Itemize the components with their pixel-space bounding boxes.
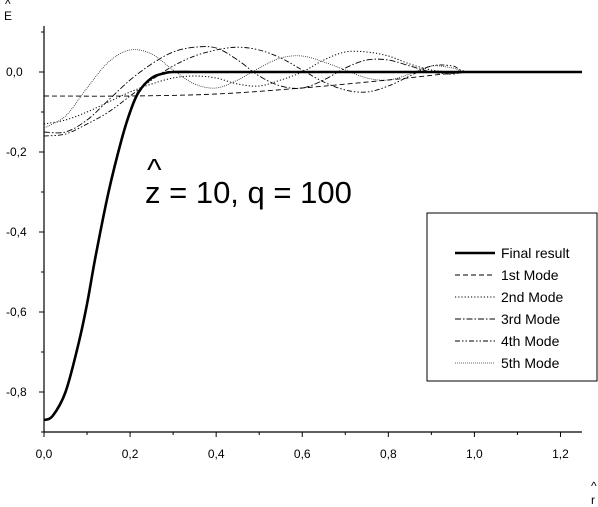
y-tick-label: -0,8 (6, 385, 27, 399)
series-line-final-result (43, 70, 582, 422)
y-tick-label: 0,0 (6, 65, 23, 79)
legend: Final result 1st Mode 2nd Mode 3rd Mode 4th … (426, 212, 598, 382)
x-axis-hat: ^ (591, 479, 597, 493)
series-layer (43, 46, 583, 422)
legend-label: 4th Mode (501, 333, 560, 349)
y-axis-hat: ^ (5, 0, 11, 11)
legend-label: 1st Mode (501, 267, 559, 283)
y-tick-label: -0,6 (6, 305, 27, 319)
x-tick-label: 0,2 (122, 447, 139, 461)
series-line-4th-mode (43, 46, 583, 137)
series-line-1st-mode (43, 70, 583, 97)
x-tick-label: 0,0 (36, 447, 53, 461)
y-tick-label: -0,2 (6, 145, 27, 159)
axis-titles: ^ E ^ r (4, 0, 597, 507)
x-tick-label: 0,8 (380, 447, 397, 461)
y-tick-label: -0,4 (6, 225, 27, 239)
x-axis-label: r (591, 493, 595, 507)
annotation-text: z = 10, q = 100 (145, 175, 352, 210)
legend-label: 2nd Mode (501, 289, 563, 305)
series-line-5th-mode (43, 49, 583, 129)
x-tick-label: 1,2 (552, 447, 569, 461)
x-tick-label: 0,4 (208, 447, 225, 461)
series-line-3rd-mode (43, 46, 583, 134)
annotation: ^ z = 10, q = 100 (145, 152, 352, 210)
x-tick-label: 1,0 (466, 447, 483, 461)
series-line-2nd-mode (43, 50, 582, 125)
axes: 0,0 0,2 0,4 0,6 0,8 1,0 1,2 0,0 -0,2 -0,4 -0,6 -0,8 (6, 26, 582, 461)
legend-label: 5th Mode (501, 355, 560, 371)
annotation-hat: ^ (147, 152, 162, 187)
legend-label: 3rd Mode (501, 311, 560, 327)
legend-label: Final result (501, 245, 570, 261)
x-tick-label: 0,6 (294, 447, 311, 461)
y-axis-label: E (4, 9, 12, 23)
